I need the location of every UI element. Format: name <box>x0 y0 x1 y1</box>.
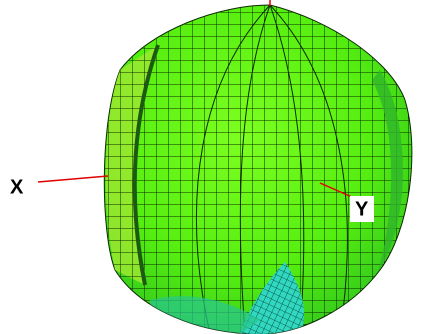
mesh-grid <box>104 5 412 334</box>
y-label-box <box>350 196 374 222</box>
x-axis-label: X <box>10 176 24 198</box>
y-axis-label: Y <box>355 198 369 220</box>
x-axis <box>37 175 109 183</box>
y-axis <box>319 182 353 198</box>
